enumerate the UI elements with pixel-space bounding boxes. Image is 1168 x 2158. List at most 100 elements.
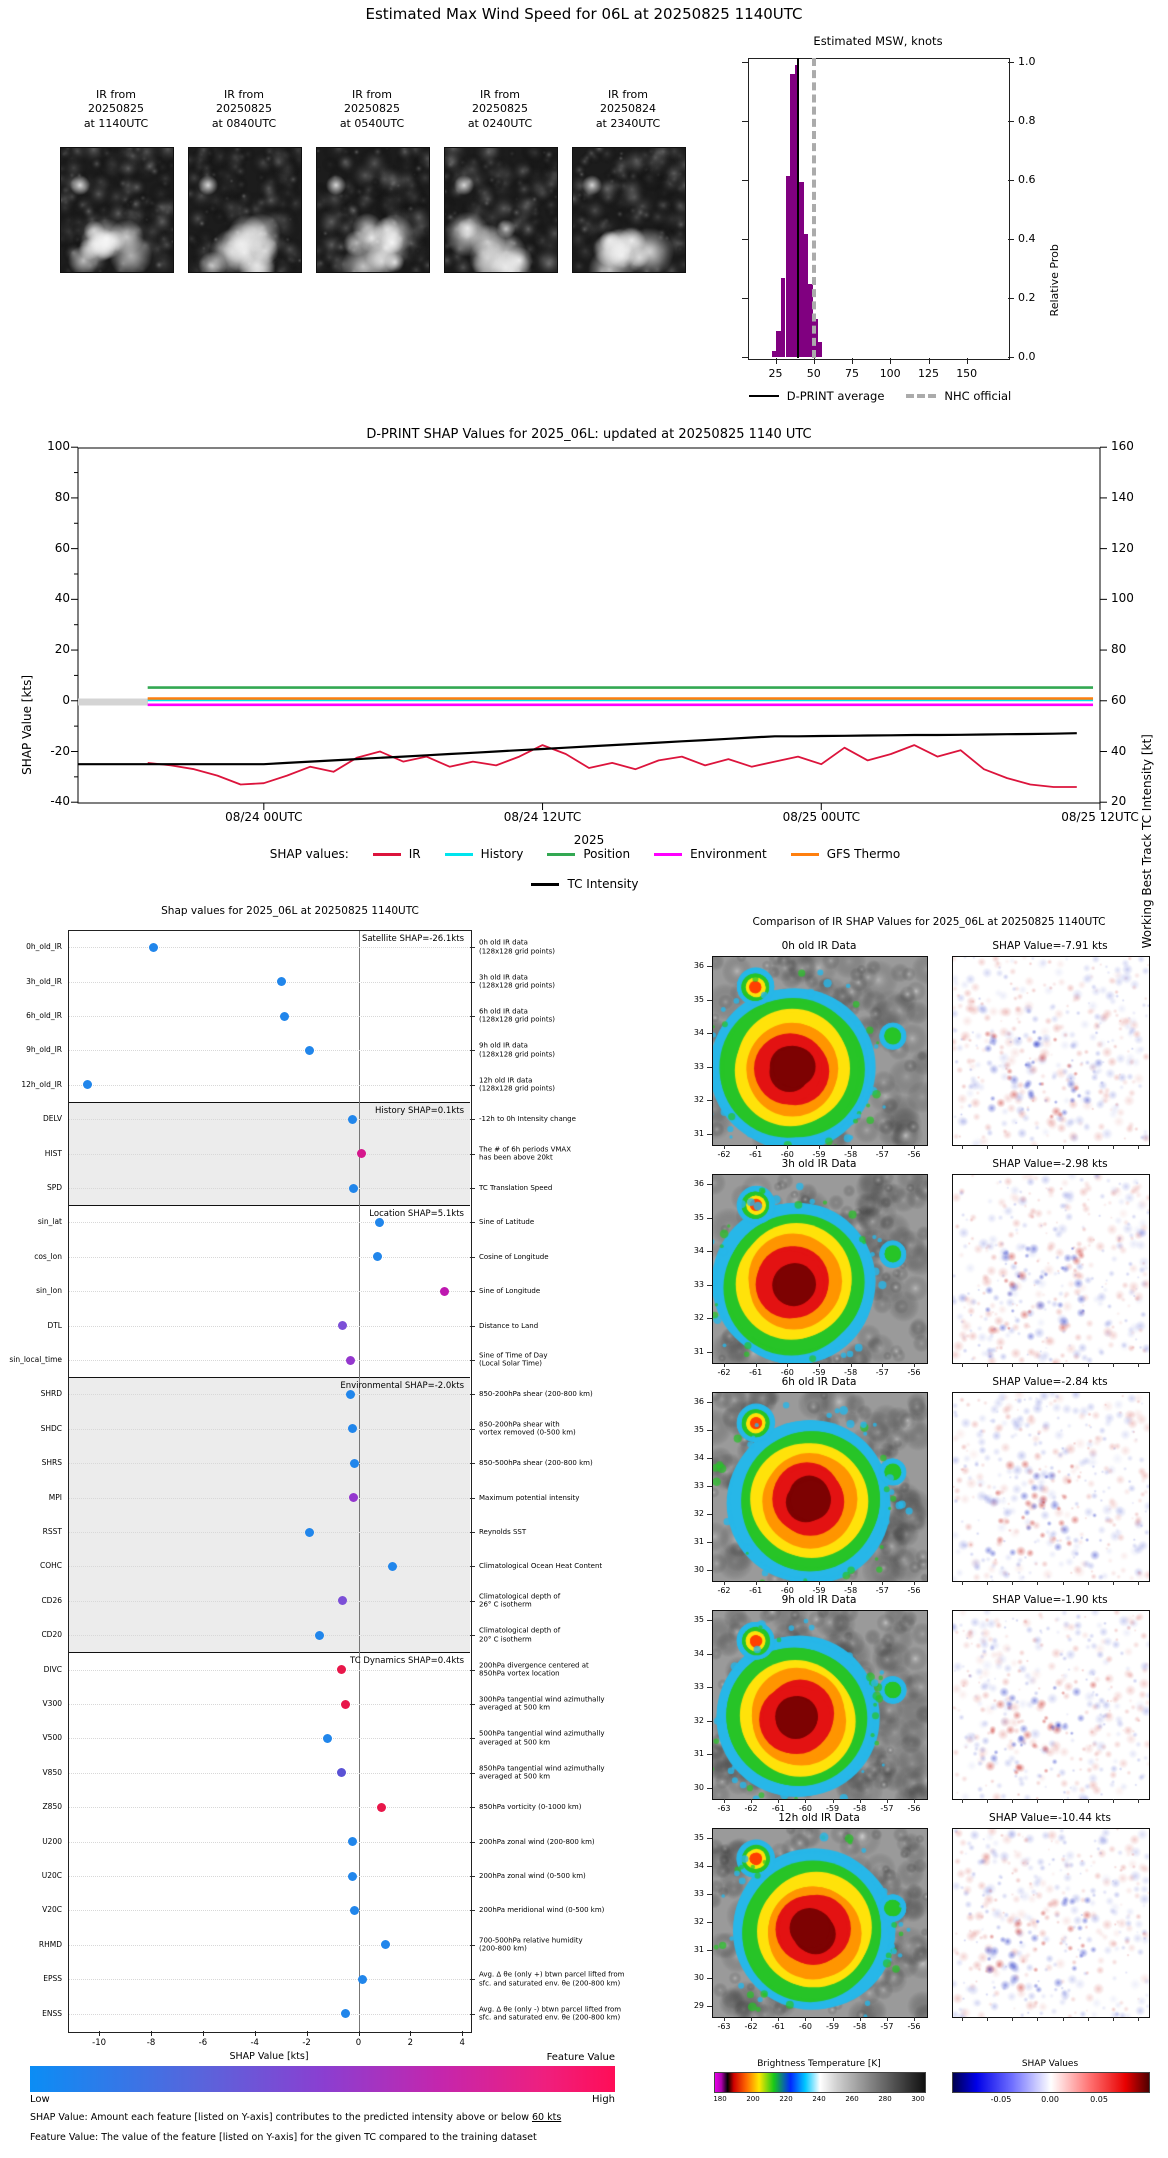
dotplot-feature-tick <box>470 1807 475 1809</box>
zero-reference-band <box>78 698 148 706</box>
ir-map-lat-label: 35 <box>693 994 704 1004</box>
timeseries-legend-prefix: SHAP values: <box>269 847 349 861</box>
ir-map-lon-tick <box>751 1799 753 1803</box>
shap-dot <box>350 1905 360 1915</box>
shap-map-tick <box>962 1581 963 1585</box>
shap-map-tick <box>1087 2017 1089 2021</box>
dotplot-row-guide <box>68 1360 470 1361</box>
ir-map-title: 6h old IR Data <box>781 1376 857 1388</box>
ir-map-lon-label: -58 <box>844 1586 858 1595</box>
dotplot-feature-description: The # of 6h periods VMAX has been above … <box>479 1145 572 1162</box>
dotplot-feature-label: U20C <box>41 1871 62 1880</box>
shap-dot <box>439 1286 449 1296</box>
dotplot-xtick-mark <box>99 2030 101 2036</box>
ir-map-lat-label: 36 <box>693 1179 704 1188</box>
dotplot-section-divider <box>68 1102 470 1103</box>
histogram-xtick-label: 50 <box>806 367 821 380</box>
shap-map-title: SHAP Value=-2.84 kts <box>992 1376 1108 1388</box>
dotplot-row-guide <box>68 1738 470 1740</box>
shap-dot <box>337 1665 347 1675</box>
dotplot-row-guide <box>68 1428 470 1430</box>
ir-map-lon-label: -61 <box>749 1368 763 1377</box>
ir-map-lat-tick <box>707 1620 712 1621</box>
shap-dot <box>83 1080 93 1090</box>
timeseries-xtick-label: 08/24 00UTC <box>225 810 303 824</box>
ir-map-lat-tick <box>707 966 712 967</box>
ir-map-lon-tick <box>787 1363 789 1367</box>
dotplot-feature-label: SHDC <box>40 1423 62 1433</box>
ir-thumbnail-label-line: IR from <box>96 88 136 101</box>
dotplot-feature-tick <box>470 1532 475 1533</box>
dotplot-feature-label: sin_lon <box>36 1286 62 1296</box>
ir-map-lat-label: 30 <box>693 1783 704 1792</box>
dotplot-feature-label: 6h_old_IR <box>26 1011 62 1020</box>
ir-map-lat-label: 31 <box>693 1347 704 1356</box>
dotplot-feature-tick <box>470 1153 475 1155</box>
ir-thumbnail-label: IR from 20250825 at 0540UTC <box>316 88 428 131</box>
ir-thumbnail-label-line: at 0840UTC <box>211 116 277 130</box>
timeseries-legend-label: GFS Thermo <box>826 847 901 861</box>
dotplot-feature-description: 200hPa meridional wind (0-500 km) <box>479 1906 605 1915</box>
dotplot-feature-label: U200 <box>42 1836 62 1846</box>
shap-map-tick <box>1037 1799 1039 1803</box>
dotplot-feature-tick <box>470 1463 475 1465</box>
solid-line-icon <box>748 395 779 397</box>
shap-colorbar-tick-label: 0.05 <box>1090 2095 1108 2104</box>
ir-map-lat-label: 31 <box>693 1945 704 1954</box>
dotplot-feature-tick <box>470 1325 475 1327</box>
ir-thumbnail-label-line: at 2340UTC <box>595 116 661 130</box>
histogram-bar <box>771 351 777 357</box>
ir-map-lon-label: -61 <box>771 1804 785 1813</box>
ir-map-lat-label: 34 <box>693 1648 704 1658</box>
dotplot-xtick-label: -4 <box>250 2037 259 2048</box>
ir-data-map <box>712 1174 928 1364</box>
ir-thumbnail-image <box>316 147 430 273</box>
ir-map-lon-label: -62 <box>717 1150 731 1159</box>
bt-colorbar-tick-label: 200 <box>746 2095 760 2103</box>
timeseries-plot-box <box>77 447 1101 804</box>
shap-map-tick <box>1112 2017 1114 2021</box>
timeseries-legend-label: TC Intensity <box>567 877 639 891</box>
ir-map-lat-tick <box>707 1978 712 1979</box>
dotplot-feature-label: CD26 <box>41 1595 62 1605</box>
shap-map-tick <box>1138 1581 1139 1585</box>
histogram-xtick-mark <box>928 358 930 364</box>
shap-dot <box>304 1527 314 1537</box>
ir-map-lat-tick <box>707 1352 712 1353</box>
histogram-xtick-mark <box>890 358 892 364</box>
dotplot-feature-description: 0h old IR data (128x128 grid points) <box>479 938 555 956</box>
histogram-ytick-mark <box>742 357 748 358</box>
dotplot-row-guide <box>68 1291 470 1293</box>
histogram-ytick-label: 1.0 <box>1018 55 1036 68</box>
ir-map-lat-tick <box>707 1066 712 1068</box>
shap-dot <box>148 942 158 952</box>
ir-map-lon-tick <box>886 1799 888 1803</box>
ir-thumbnail-label-line: IR from <box>608 88 648 101</box>
ir-map-lon-tick <box>882 1363 884 1367</box>
timeseries-ytick-label-left: -40 <box>50 794 70 809</box>
dotplot-feature-tick <box>470 1979 475 1981</box>
dotplot-row-guide <box>68 1084 470 1086</box>
series-line <box>147 744 1077 788</box>
shap-dot <box>315 1630 325 1640</box>
ir-data-map <box>712 1610 928 1800</box>
ir-map-lon-tick <box>755 1581 757 1585</box>
dotplot-feature-label: COHC <box>39 1561 62 1571</box>
ir-map-lat-label: 32 <box>693 1715 704 1725</box>
dotplot-row-guide <box>68 1876 470 1877</box>
series-line <box>78 732 1077 766</box>
timeseries-ytick-label-right: 60 <box>1111 692 1127 707</box>
ir-map-lon-label: -62 <box>717 1586 731 1595</box>
dotplot-feature-label: cos_lon <box>34 1251 62 1261</box>
dotplot-feature-label: SPD <box>46 1183 62 1192</box>
dotplot-feature-description: 300hPa tangential wind azimuthally avera… <box>479 1695 605 1712</box>
ir-map-lat-label: 33 <box>693 1061 704 1071</box>
brightness-temp-colorbar-title: Brightness Temperature [K] <box>757 2059 881 2069</box>
timeseries-xtick-label: 08/24 12UTC <box>503 810 582 824</box>
ir-map-lat-tick <box>707 1458 712 1459</box>
dotplot-feature-tick <box>470 1222 475 1224</box>
dotplot-feature-label: Z850 <box>42 1802 62 1812</box>
shap-map-title: SHAP Value=-10.44 kts <box>989 1812 1111 1824</box>
ir-map-lat-label: 33 <box>693 1682 704 1692</box>
